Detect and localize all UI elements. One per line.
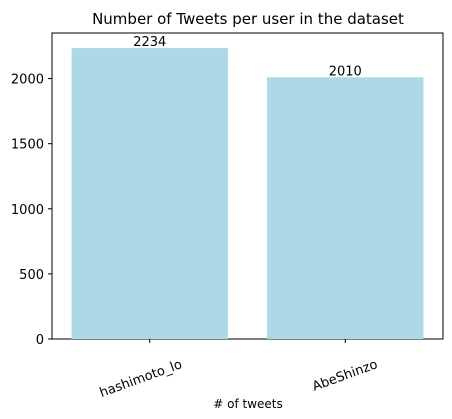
bar-hashimoto_lo [71,48,228,340]
bars-group: 2234 2010 [71,35,424,340]
chart-title: Number of Tweets per user in the dataset [92,10,404,28]
y-axis: 0 500 1000 1500 2000 [11,73,52,348]
plot-area-frame [51,32,444,340]
y-tick-label: 0 [36,333,44,348]
y-tick-label: 1000 [11,203,44,218]
x-axis: hashimoto_lo AbeShinzo [98,339,380,401]
data-label-hashimoto_lo: 2234 [133,35,166,50]
bar-AbeShinzo [267,77,424,339]
x-axis-label: # of tweets [213,397,283,411]
x-tick-label: hashimoto_lo [98,357,185,401]
x-tick-label: AbeShinzo [310,357,379,394]
data-label-AbeShinzo: 2010 [329,64,362,79]
y-tick-label: 500 [19,268,44,283]
y-tick-label: 1500 [11,138,44,153]
y-tick-label: 2000 [11,73,44,88]
